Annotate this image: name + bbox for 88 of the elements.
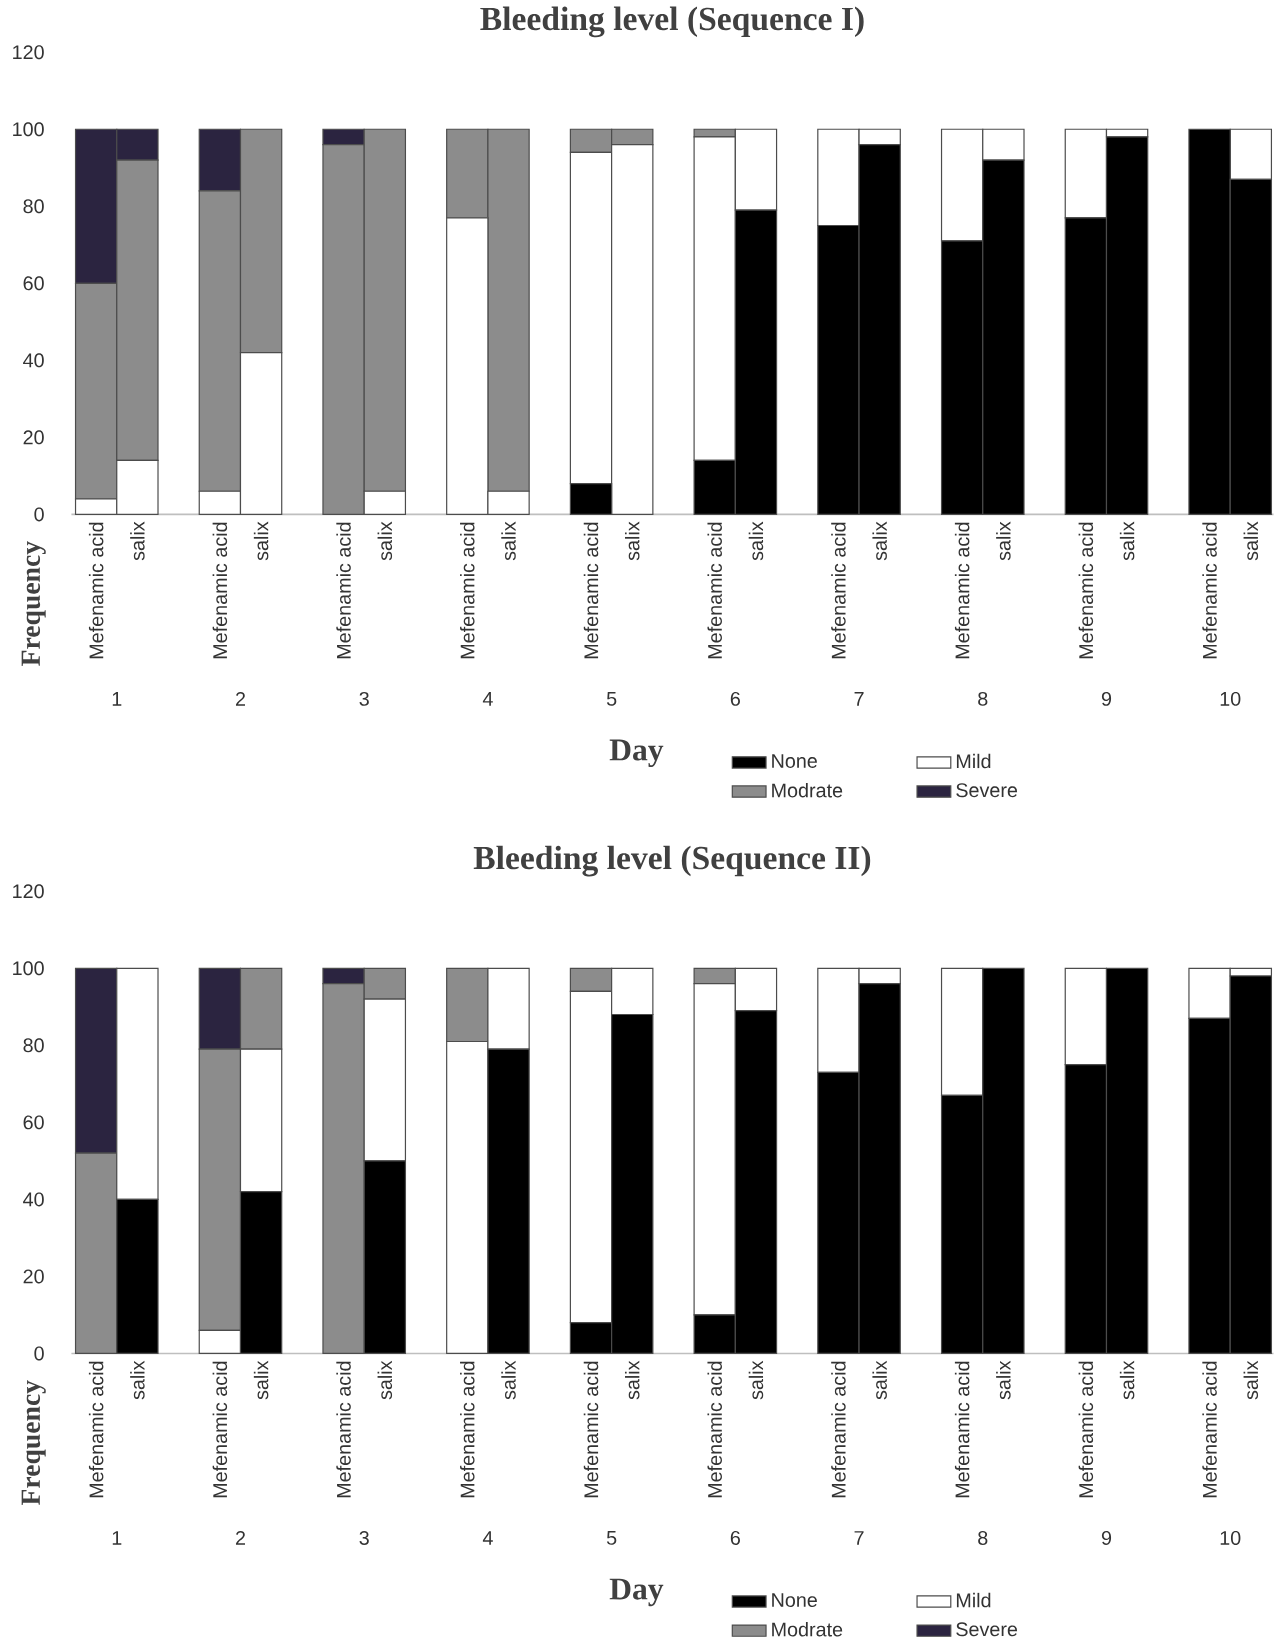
text: 8 [977, 1530, 988, 1545]
legend-label: Modrate [771, 782, 842, 798]
x-tick-label: Mefenamic acid [583, 522, 599, 659]
y-tick-label: 80 [23, 199, 44, 214]
text: 4 [482, 692, 493, 706]
x-tick-label: salix [129, 521, 145, 561]
x-tick-label: salix [129, 1360, 145, 1400]
x-tick-label: salix [748, 1360, 763, 1400]
x-tick-label: salix [995, 1360, 1011, 1400]
y-tick-label: 120 [12, 45, 44, 60]
legend-label: Severe [956, 1622, 1017, 1637]
text: 9 [1101, 1530, 1111, 1545]
legend-label: Mild [956, 753, 991, 769]
legend-label: Modrate [771, 1622, 842, 1637]
y-tick-label: 100 [12, 122, 44, 137]
y-tick-label: 60 [23, 276, 44, 291]
text: 5 [606, 1531, 617, 1545]
text: 1 [112, 1531, 122, 1545]
chart-title: Bleeding level (Sequence I) [480, 6, 864, 38]
text: 7 [854, 1531, 864, 1545]
text: 6 [730, 691, 740, 706]
x-tick-label: salix [253, 1360, 269, 1400]
x-tick-label: salix [501, 521, 516, 561]
y-tick-label: 0 [34, 507, 44, 522]
y-tick-label: 100 [12, 961, 44, 976]
y-tick-label: 120 [12, 884, 44, 899]
legend-label: Mild [956, 1592, 991, 1608]
x-tick-label: Mefenamic acid [336, 1361, 351, 1498]
x-tick-label: Mefenamic acid [954, 522, 970, 659]
x-tick-label: Mefenamic acid [212, 522, 227, 659]
y-tick-label: 20 [23, 430, 44, 445]
x-tick-label: salix [872, 521, 887, 561]
x-tick-label: salix [748, 521, 763, 561]
x-tick-label: Mefenamic acid [459, 522, 475, 659]
text: 3 [359, 1530, 369, 1545]
x-tick-label: Mefenamic acid [459, 1361, 475, 1498]
legend-label: None [771, 754, 817, 768]
text: 3 [359, 691, 369, 706]
x-tick-label: Mefenamic acid [88, 522, 104, 659]
x-tick-label: Mefenamic acid [830, 1361, 846, 1498]
text: 9 [1101, 691, 1111, 706]
x-tick-label: Mefenamic acid [954, 1361, 970, 1498]
y-tick-label: 40 [22, 353, 44, 368]
text: 4 [482, 1531, 493, 1545]
x-tick-label: Mefenamic acid [830, 522, 846, 659]
y-axis-title: Frequency [21, 1380, 46, 1506]
x-tick-label: Mefenamic acid [212, 1361, 227, 1498]
text: 1 [112, 692, 122, 706]
x-tick-label: salix [1243, 1360, 1258, 1400]
x-tick-label: salix [1243, 521, 1258, 561]
y-tick-label: 80 [23, 1038, 44, 1053]
legend-label: Severe [956, 783, 1017, 798]
legend-label: None [771, 1593, 817, 1607]
x-tick-label: salix [253, 521, 269, 561]
y-axis-title: Frequency [21, 541, 46, 666]
x-tick-label: Mefenamic acid [583, 1361, 599, 1498]
chart-title: Bleeding level (Sequence II) [473, 845, 870, 877]
text: 10 [1220, 1530, 1241, 1545]
x-tick-label: salix [872, 1360, 887, 1400]
x-tick-label: Mefenamic acid [1078, 1361, 1093, 1498]
text: 10 [1220, 691, 1241, 706]
x-tick-label: salix [501, 1360, 516, 1400]
x-tick-label: Mefenamic acid [88, 1361, 104, 1498]
x-tick-label: salix [624, 1360, 640, 1400]
x-tick-label: salix [1119, 521, 1135, 561]
y-tick-label: 40 [22, 1192, 44, 1207]
x-tick-label: salix [624, 521, 640, 561]
text: 2 [235, 1531, 245, 1545]
x-axis-title: Day [609, 739, 664, 768]
x-tick-label: Mefenamic acid [1202, 522, 1217, 659]
x-tick-label: Mefenamic acid [1202, 1361, 1217, 1498]
y-tick-label: 20 [23, 1269, 44, 1284]
x-tick-label: Mefenamic acid [707, 522, 722, 659]
x-axis-title: Day [609, 1578, 664, 1607]
y-tick-label: 0 [34, 1346, 44, 1361]
x-tick-label: salix [377, 521, 392, 561]
text: 2 [235, 691, 245, 706]
text: 8 [977, 691, 988, 706]
x-tick-label: Mefenamic acid [336, 522, 351, 659]
x-tick-label: Mefenamic acid [1078, 522, 1093, 659]
y-tick-label: 60 [23, 1115, 44, 1130]
x-tick-label: salix [1119, 1360, 1135, 1400]
x-tick-label: salix [377, 1360, 392, 1400]
text: 5 [606, 691, 617, 706]
x-tick-label: salix [995, 521, 1011, 561]
text: 6 [730, 1530, 740, 1545]
text: 7 [854, 692, 864, 706]
x-tick-label: Mefenamic acid [707, 1361, 722, 1498]
